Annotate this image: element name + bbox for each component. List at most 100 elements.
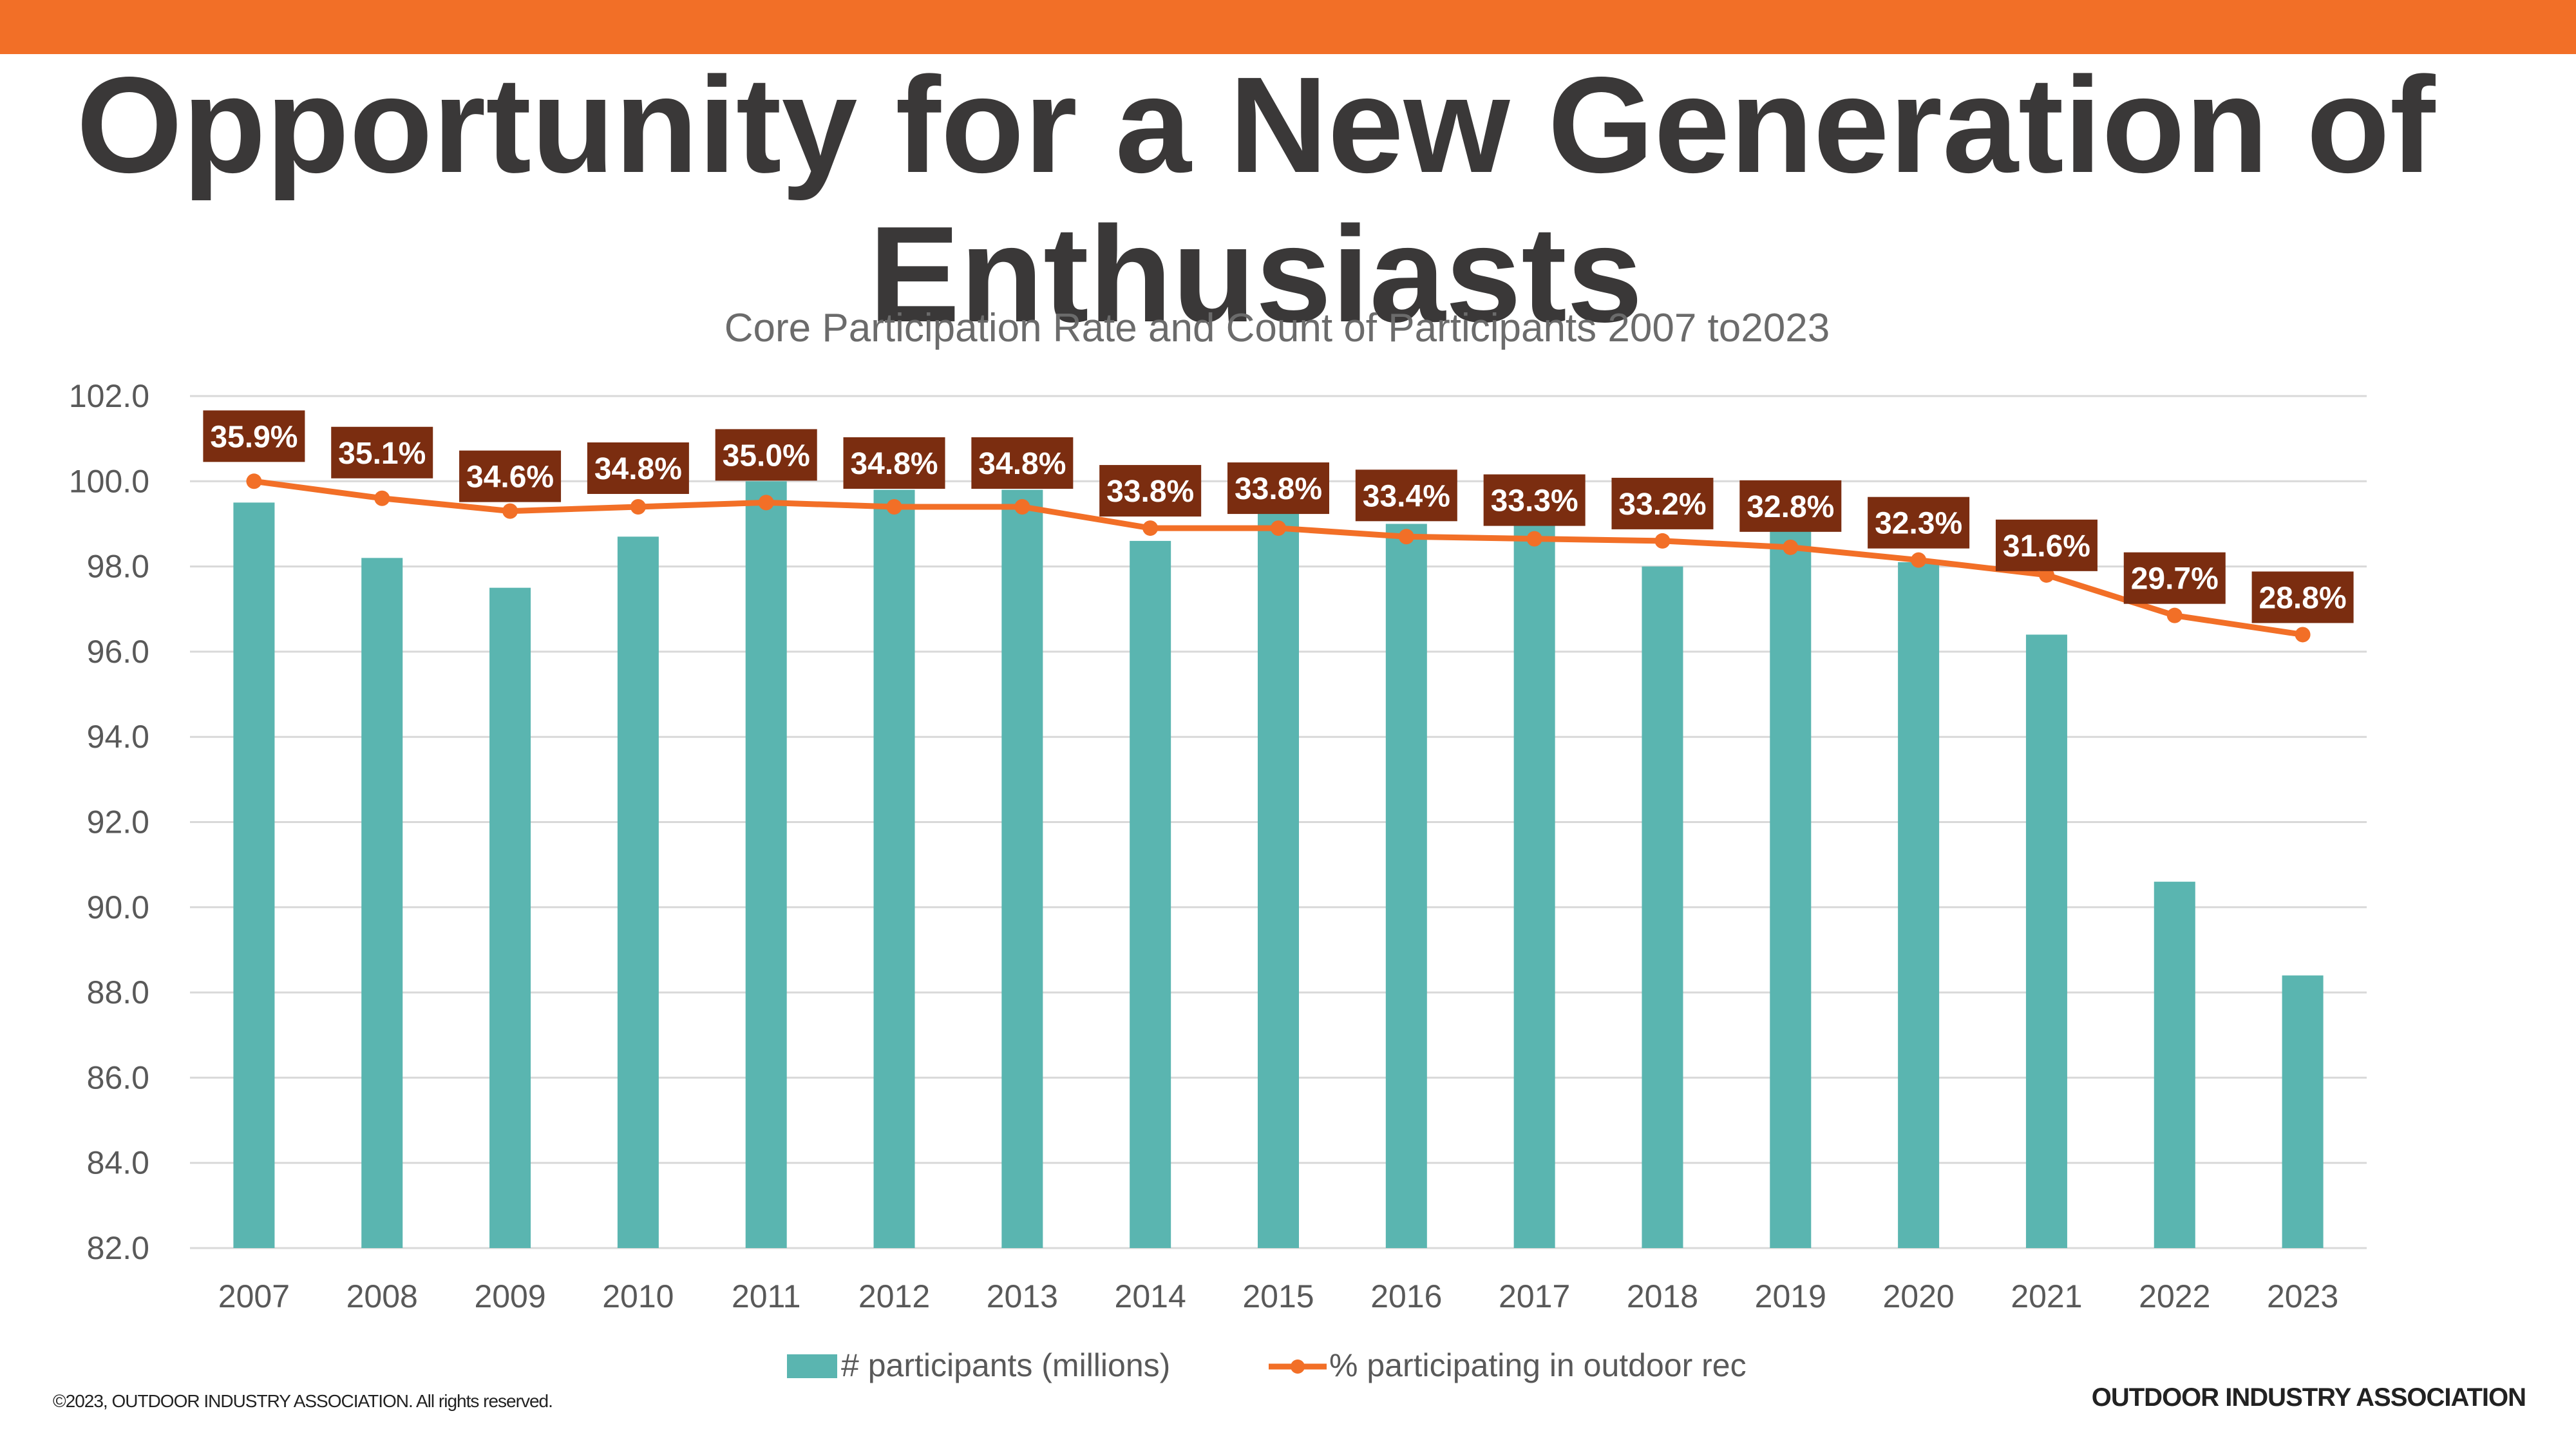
- legend-bar-swatch: [787, 1354, 837, 1378]
- bar-2013: [1001, 489, 1043, 1248]
- bar-2008: [361, 558, 403, 1248]
- y-tick-label: 82.0: [87, 1230, 149, 1266]
- y-tick-label: 94.0: [87, 719, 149, 755]
- y-tick-label: 84.0: [87, 1145, 149, 1181]
- data-label-box: [1227, 462, 1329, 515]
- bar-2021: [2025, 634, 2067, 1248]
- bar-2015: [1258, 511, 1299, 1248]
- y-axis-ticks: 82.0 84.0 86.0 88.0 90.0 92.0 94.0 96.0 98.0 100.…: [69, 378, 149, 1266]
- x-tick-label: 2020: [1883, 1278, 1955, 1314]
- line-point-2012: [886, 498, 902, 515]
- bar-2012: [873, 489, 915, 1248]
- x-tick-label: 2012: [858, 1278, 930, 1314]
- data-label: 34.8%: [850, 447, 938, 481]
- line-point-2013: [1014, 498, 1030, 515]
- y-tick-label: 88.0: [87, 974, 149, 1010]
- x-tick-label: 2022: [2139, 1278, 2210, 1314]
- line-point-2020: [1911, 552, 1927, 568]
- data-label: 33.2%: [1618, 488, 1706, 522]
- line-point-2010: [630, 498, 646, 515]
- x-axis-ticks: 2007 2008 2009 2010 2011 2012 2013 2014 2015 2016…: [218, 1278, 2338, 1314]
- x-tick-label: 2011: [732, 1278, 801, 1314]
- data-label: 34.8%: [978, 447, 1066, 481]
- legend-line-label: % participating in outdoor rec: [1329, 1347, 1747, 1383]
- data-label: 34.6%: [466, 460, 554, 495]
- y-tick-label: 92.0: [87, 804, 149, 840]
- line-point-2008: [374, 490, 390, 506]
- data-label-box: [1868, 497, 1970, 549]
- y-tick-label: 98.0: [87, 549, 149, 585]
- line-point-2019: [1783, 539, 1799, 555]
- bar-2009: [489, 587, 531, 1248]
- bar-2023: [2282, 975, 2324, 1248]
- data-label-box: [2123, 552, 2226, 604]
- data-label-box: [843, 437, 945, 489]
- x-tick-label: 2018: [1627, 1278, 1698, 1314]
- legend-bar-label: # participants (millions): [841, 1347, 1170, 1383]
- line-point-2011: [758, 495, 774, 511]
- page-title: Opportunity for a New Generation of Enth…: [76, 48, 2436, 350]
- x-tick-label: 2008: [346, 1278, 418, 1314]
- bar-2019: [1770, 528, 1812, 1249]
- data-label-box: [1995, 519, 2098, 571]
- data-label-box: [587, 442, 689, 494]
- x-tick-label: 2021: [2011, 1278, 2082, 1314]
- line-point-2023: [2295, 627, 2311, 643]
- x-tick-label: 2017: [1499, 1278, 1570, 1314]
- bar-2014: [1130, 540, 1171, 1249]
- data-label: 31.6%: [2003, 529, 2090, 564]
- y-tick-label: 100.0: [69, 463, 149, 499]
- brand-name: OUTDOOR INDUSTRY ASSOCIATION: [2091, 1383, 2526, 1412]
- bar-2020: [1898, 562, 1940, 1248]
- chart-title: Core Participation Rate and Count of Par…: [724, 306, 1830, 350]
- data-labels: 35.9% 35.1% 34.6% 34.8% 35.0% 34.8% 34.8% 33.8%…: [203, 410, 2354, 623]
- line-point-2009: [502, 503, 518, 519]
- data-label-box: [203, 410, 305, 462]
- legend: # participants (millions) % participatin…: [787, 1347, 1747, 1383]
- line-point-2016: [1398, 529, 1414, 545]
- data-label-box: [1099, 465, 1202, 517]
- data-label: 33.8%: [1235, 472, 1322, 506]
- data-label: 29.7%: [2131, 562, 2219, 596]
- y-tick-label: 96.0: [87, 634, 149, 670]
- copyright-notice: ©2023, OUTDOOR INDUSTRY ASSOCIATION. All…: [53, 1391, 553, 1411]
- x-tick-label: 2013: [987, 1278, 1058, 1314]
- bar-2018: [1642, 566, 1683, 1248]
- data-label-box: [331, 426, 433, 478]
- data-label: 35.1%: [338, 437, 426, 471]
- x-tick-label: 2007: [218, 1278, 290, 1314]
- data-label: 34.8%: [594, 452, 682, 486]
- bar-2010: [617, 536, 659, 1249]
- data-label: 35.0%: [723, 439, 810, 473]
- legend-line-marker: [1291, 1359, 1305, 1374]
- bar-2007: [233, 502, 275, 1248]
- top-accent-bar: [0, 0, 2576, 54]
- data-label-box: [459, 450, 562, 502]
- x-tick-label: 2009: [474, 1278, 545, 1314]
- x-tick-label: 2015: [1242, 1278, 1314, 1314]
- x-tick-label: 2019: [1755, 1278, 1826, 1314]
- x-tick-label: 2014: [1115, 1278, 1186, 1314]
- data-label-box: [1355, 469, 1457, 522]
- x-tick-label: 2016: [1370, 1278, 1442, 1314]
- x-tick-label: 2010: [602, 1278, 674, 1314]
- bar-2016: [1385, 524, 1427, 1249]
- line-point-2007: [246, 473, 262, 489]
- data-label-box: [715, 429, 817, 481]
- data-label-box: [1739, 480, 1842, 532]
- data-label-box: [1483, 474, 1586, 526]
- data-label-box: [971, 437, 1074, 489]
- line-point-2017: [1526, 531, 1542, 547]
- data-label: 33.3%: [1491, 484, 1578, 518]
- data-label: 32.8%: [1747, 490, 1834, 524]
- data-label: 33.8%: [1106, 475, 1194, 509]
- y-tick-label: 102.0: [69, 378, 149, 414]
- bar-2022: [2154, 882, 2195, 1248]
- line-point-2015: [1271, 520, 1286, 536]
- bar-2011: [745, 481, 787, 1248]
- line-point-2014: [1142, 520, 1159, 536]
- data-label: 32.3%: [1875, 507, 1962, 541]
- y-tick-label: 86.0: [87, 1059, 149, 1095]
- x-tick-label: 2023: [2267, 1278, 2338, 1314]
